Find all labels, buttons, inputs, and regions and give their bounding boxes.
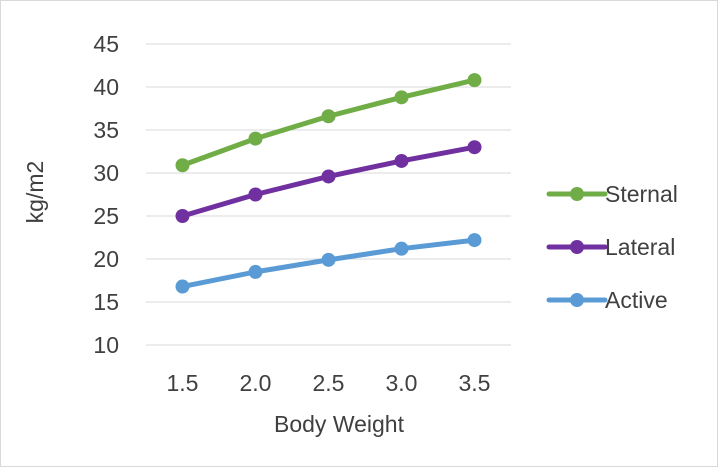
- x-tick-label: 2.0: [240, 370, 272, 396]
- legend-label-lateral: Lateral: [605, 234, 675, 260]
- legend: Sternal Lateral Active: [546, 181, 678, 313]
- data-point-lateral: [467, 140, 482, 155]
- data-point-active: [321, 252, 336, 267]
- data-point-sternal: [394, 90, 409, 105]
- x-tick-label: 3.0: [386, 370, 418, 396]
- data-point-active: [175, 279, 190, 294]
- legend-marker-lateral: [570, 240, 584, 254]
- y-tick-label: 25: [93, 203, 119, 229]
- legend-label-active: Active: [605, 287, 668, 313]
- x-tick-label: 2.5: [313, 370, 345, 396]
- y-tick-label: 35: [93, 117, 119, 143]
- data-point-sternal: [248, 131, 263, 146]
- y-axis-tick-labels: 10 15 20 25 30 35 40 45: [93, 31, 119, 358]
- gridlines: [146, 43, 511, 346]
- y-tick-label: 45: [93, 31, 119, 57]
- y-tick-label: 10: [93, 332, 119, 358]
- legend-marker-sternal: [570, 187, 584, 201]
- x-axis-tick-labels: 1.5 2.0 2.5 3.0 3.5: [167, 370, 491, 396]
- data-point-active: [467, 233, 482, 248]
- series-points: [175, 73, 482, 294]
- data-point-active: [248, 264, 263, 279]
- y-tick-label: 20: [93, 246, 119, 272]
- y-tick-label: 30: [93, 160, 119, 186]
- x-tick-label: 3.5: [459, 370, 491, 396]
- y-axis-title: kg/m2: [22, 161, 48, 224]
- legend-marker-active: [570, 293, 584, 307]
- x-axis-title: Body Weight: [274, 411, 405, 437]
- data-point-sternal: [467, 73, 482, 88]
- data-point-sternal: [321, 109, 336, 124]
- legend-label-sternal: Sternal: [605, 181, 678, 207]
- y-tick-label: 40: [93, 74, 119, 100]
- data-point-lateral: [394, 153, 409, 168]
- y-tick-label: 15: [93, 289, 119, 315]
- data-point-lateral: [175, 209, 190, 223]
- data-point-active: [394, 241, 409, 256]
- x-tick-label: 1.5: [167, 370, 199, 396]
- data-point-lateral: [248, 187, 263, 202]
- data-point-sternal: [175, 158, 190, 173]
- data-point-lateral: [321, 169, 336, 184]
